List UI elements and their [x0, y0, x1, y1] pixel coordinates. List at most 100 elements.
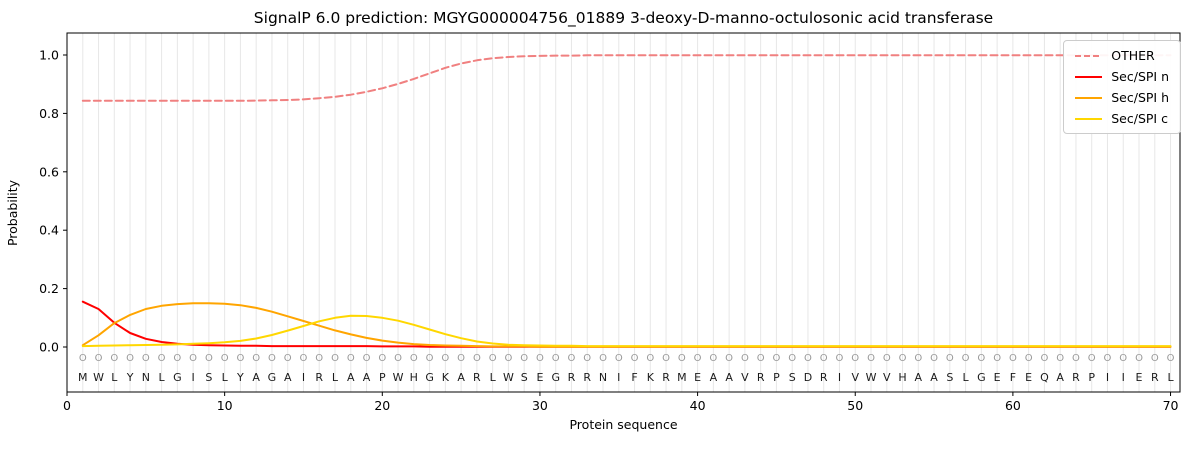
- svg-text:G: G: [551, 371, 560, 384]
- svg-text:O: O: [1104, 353, 1112, 364]
- legend-line-sample: [1075, 96, 1103, 99]
- svg-text:A: A: [915, 371, 923, 384]
- svg-text:Y: Y: [236, 371, 244, 384]
- svg-text:O: O: [410, 353, 418, 364]
- svg-text:O: O: [741, 353, 749, 364]
- legend-item-sec-spi-c: Sec/SPI c: [1075, 111, 1169, 126]
- svg-text:Q: Q: [1040, 371, 1049, 384]
- y-axis-ticks: 0.0 0.2 0.4 0.6 0.8 1.0: [39, 48, 67, 355]
- svg-text:60: 60: [1005, 398, 1021, 413]
- svg-text:50: 50: [847, 398, 863, 413]
- svg-text:P: P: [773, 371, 780, 384]
- svg-text:E: E: [1136, 371, 1143, 384]
- svg-text:O: O: [236, 353, 244, 364]
- legend-line-sample: [1075, 75, 1103, 78]
- svg-text:A: A: [347, 371, 355, 384]
- svg-text:I: I: [191, 371, 194, 384]
- svg-text:O: O: [1167, 353, 1175, 364]
- svg-text:O: O: [457, 353, 465, 364]
- svg-text:O: O: [221, 353, 229, 364]
- svg-text:O: O: [646, 353, 654, 364]
- svg-text:R: R: [315, 371, 323, 384]
- plot-border: [66, 32, 1181, 393]
- svg-text:O: O: [930, 353, 938, 364]
- svg-text:L: L: [159, 371, 166, 384]
- x-axis-label: Protein sequence: [569, 417, 677, 432]
- svg-text:E: E: [994, 371, 1001, 384]
- svg-text:L: L: [222, 371, 229, 384]
- legend-line-sample: [1075, 54, 1103, 57]
- svg-text:O: O: [378, 353, 386, 364]
- svg-text:0.2: 0.2: [39, 281, 59, 296]
- svg-text:V: V: [883, 371, 891, 384]
- svg-text:10: 10: [217, 398, 233, 413]
- svg-text:O: O: [820, 353, 828, 364]
- svg-text:O: O: [568, 353, 576, 364]
- svg-text:O: O: [1135, 353, 1143, 364]
- legend-label: Sec/SPI c: [1111, 111, 1168, 126]
- y-axis-label: Probability: [5, 179, 20, 246]
- svg-text:O: O: [883, 353, 891, 364]
- svg-text:M: M: [78, 371, 88, 384]
- svg-text:O: O: [694, 353, 702, 364]
- svg-text:L: L: [963, 371, 970, 384]
- svg-text:A: A: [252, 371, 260, 384]
- legend-item-other: OTHER: [1075, 48, 1169, 63]
- svg-text:O: O: [79, 353, 87, 364]
- legend-label: Sec/SPI h: [1111, 90, 1169, 105]
- svg-text:O: O: [899, 353, 907, 364]
- svg-text:O: O: [1088, 353, 1096, 364]
- svg-text:O: O: [977, 353, 985, 364]
- svg-text:L: L: [111, 371, 118, 384]
- svg-text:W: W: [393, 371, 404, 384]
- svg-text:1.0: 1.0: [39, 48, 59, 63]
- svg-text:O: O: [993, 353, 1001, 364]
- svg-text:O: O: [867, 353, 875, 364]
- series-line-other: [81, 54, 1172, 102]
- svg-text:O: O: [142, 353, 150, 364]
- svg-text:S: S: [205, 371, 212, 384]
- svg-text:K: K: [647, 371, 655, 384]
- svg-text:O: O: [284, 353, 292, 364]
- svg-text:R: R: [473, 371, 481, 384]
- svg-text:Y: Y: [126, 371, 134, 384]
- svg-text:O: O: [347, 353, 355, 364]
- legend-item-sec-spi-h: Sec/SPI h: [1075, 90, 1169, 105]
- svg-text:F: F: [1010, 371, 1016, 384]
- svg-text:O: O: [95, 353, 103, 364]
- svg-text:O: O: [331, 353, 339, 364]
- legend-label: OTHER: [1111, 48, 1155, 63]
- svg-text:O: O: [394, 353, 402, 364]
- chart-title: SignalP 6.0 prediction: MGYG000004756_01…: [253, 9, 994, 27]
- svg-text:R: R: [1151, 371, 1159, 384]
- svg-text:40: 40: [690, 398, 706, 413]
- svg-text:O: O: [205, 353, 213, 364]
- svg-text:N: N: [599, 371, 607, 384]
- svg-text:0.0: 0.0: [39, 340, 59, 355]
- svg-text:P: P: [379, 371, 386, 384]
- svg-text:K: K: [442, 371, 450, 384]
- svg-text:R: R: [1072, 371, 1080, 384]
- legend: OTHER Sec/SPI n Sec/SPI h Sec/SPI c: [1063, 40, 1181, 134]
- svg-text:O: O: [914, 353, 922, 364]
- svg-text:A: A: [1056, 371, 1064, 384]
- svg-text:G: G: [268, 371, 277, 384]
- svg-text:30: 30: [532, 398, 548, 413]
- svg-text:S: S: [946, 371, 953, 384]
- svg-text:H: H: [410, 371, 418, 384]
- svg-text:20: 20: [374, 398, 390, 413]
- svg-text:M: M: [677, 371, 687, 384]
- svg-text:O: O: [962, 353, 970, 364]
- series-line-sec-spi-c: [81, 314, 1172, 348]
- svg-text:O: O: [678, 353, 686, 364]
- svg-text:R: R: [820, 371, 828, 384]
- svg-text:W: W: [866, 371, 877, 384]
- svg-text:O: O: [709, 353, 717, 364]
- svg-text:I: I: [302, 371, 305, 384]
- svg-text:E: E: [694, 371, 701, 384]
- svg-text:O: O: [804, 353, 812, 364]
- svg-text:O: O: [110, 353, 118, 364]
- svg-text:O: O: [615, 353, 623, 364]
